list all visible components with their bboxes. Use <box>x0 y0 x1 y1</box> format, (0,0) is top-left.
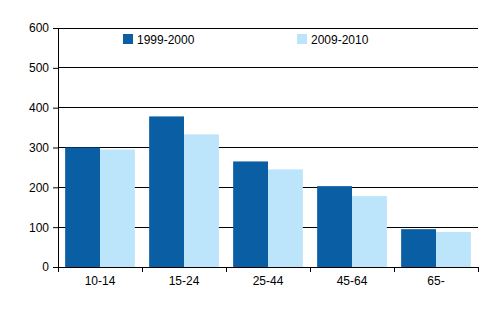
bar <box>149 116 184 267</box>
legend-label: 2009-2010 <box>311 33 369 47</box>
separator <box>394 267 395 272</box>
x-axis: 10-14 15-24 25-44 45-64 65- <box>58 267 479 288</box>
tick: 65- <box>427 267 444 288</box>
tick-label: 15-24 <box>169 274 200 288</box>
bar <box>184 134 219 267</box>
tick-label: 100 <box>29 221 49 235</box>
tick: 400 <box>29 101 58 115</box>
tick: 100 <box>29 221 58 235</box>
y-axis: 0 100 200 300 400 500 600 <box>29 21 59 274</box>
legend-item: 2009-2010 <box>297 33 369 47</box>
bar <box>317 186 352 267</box>
legend-item: 1999-2000 <box>123 33 195 47</box>
plot: 0 100 200 300 400 500 600 10-14 15-24 25-44 45-64 6… <box>29 21 479 287</box>
tick-mark <box>53 187 58 188</box>
grid-line <box>58 28 478 29</box>
grid-line <box>58 107 478 108</box>
bar <box>268 169 303 267</box>
tick-label: 500 <box>29 61 49 75</box>
bars <box>65 116 471 267</box>
legend-swatch <box>297 34 307 44</box>
tick: 10-14 <box>85 267 116 288</box>
separator <box>478 267 479 272</box>
tick-label: 600 <box>29 21 49 35</box>
grid-line <box>58 67 478 68</box>
bar <box>352 196 387 267</box>
tick: 500 <box>29 61 58 75</box>
tick: 200 <box>29 181 58 195</box>
tick-label: 45-64 <box>337 274 368 288</box>
tick: 600 <box>29 21 58 35</box>
separator <box>310 267 311 272</box>
tick-label: 25-44 <box>253 274 284 288</box>
category-separators <box>58 267 478 272</box>
tick-mark <box>53 227 58 228</box>
tick: 45-64 <box>337 267 368 288</box>
tick: 300 <box>29 141 58 155</box>
grid <box>58 28 478 267</box>
separator <box>58 267 59 272</box>
tick-mark <box>53 148 58 149</box>
x-axis-line <box>59 267 479 268</box>
grid-line <box>58 147 478 148</box>
tick: 25-44 <box>253 267 284 288</box>
bar <box>436 232 471 267</box>
separator <box>142 267 143 272</box>
y-axis-line <box>53 29 59 268</box>
tick-mark <box>53 108 58 109</box>
tick: 0 <box>42 260 58 274</box>
bar <box>65 148 100 268</box>
bar <box>401 229 436 267</box>
bar <box>100 149 135 267</box>
tick-label: 200 <box>29 181 49 195</box>
tick-label: 400 <box>29 101 49 115</box>
tick-mark <box>53 28 58 29</box>
series <box>100 134 471 267</box>
series <box>65 116 436 267</box>
legend-label: 1999-2000 <box>137 33 195 47</box>
bar <box>233 161 268 267</box>
tick-mark <box>53 267 58 268</box>
separator <box>226 267 227 272</box>
chart: 0 100 200 300 400 500 600 10-14 15-24 25-44 45-64 6… <box>0 0 489 329</box>
tick: 15-24 <box>169 267 200 288</box>
tick-label: 0 <box>42 260 49 274</box>
tick-label: 65- <box>427 274 444 288</box>
legend: 1999-2000 2009-2010 <box>123 33 369 47</box>
tick-mark <box>53 68 58 69</box>
tick-label: 10-14 <box>85 274 116 288</box>
legend-swatch <box>123 34 133 44</box>
tick-label: 300 <box>29 141 49 155</box>
